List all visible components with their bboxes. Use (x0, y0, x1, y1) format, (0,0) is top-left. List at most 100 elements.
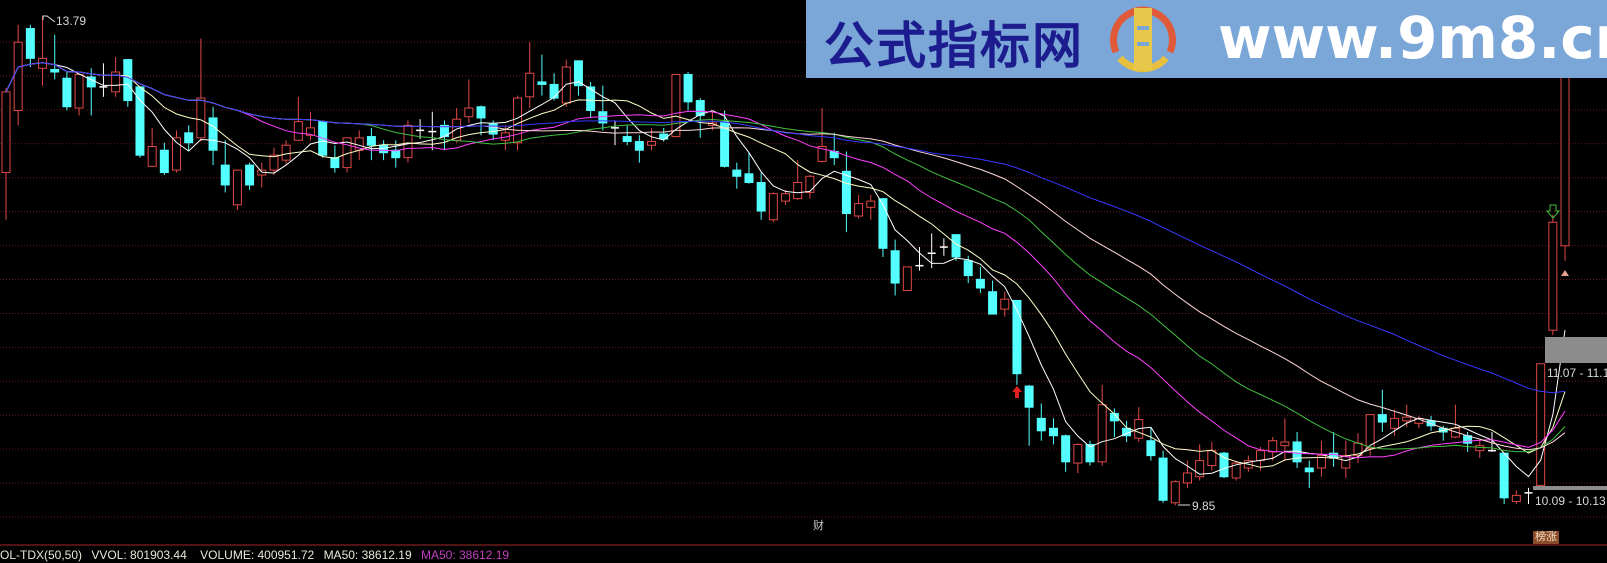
ma50-secondary-value: MA50: 38612.19 (420, 548, 510, 562)
candle (111, 57, 121, 97)
candle (720, 110, 730, 168)
candle (147, 127, 157, 167)
candle-body (184, 132, 194, 144)
candle (1207, 441, 1217, 471)
candle (634, 135, 644, 163)
up-arrow-icon (1012, 386, 1022, 398)
watermark-logo-icon (1110, 6, 1176, 73)
candle (1, 88, 11, 220)
candle-body (403, 124, 413, 159)
candle (1182, 460, 1192, 488)
ma-line (5, 62, 1566, 478)
candle-body (476, 106, 486, 119)
candle-body (1195, 460, 1205, 478)
candle (464, 79, 474, 123)
candle-body (220, 164, 230, 186)
candle-body (878, 198, 888, 249)
candle (732, 162, 742, 189)
ma-line (5, 62, 1566, 451)
candle (488, 120, 498, 141)
candle-body (671, 73, 681, 138)
candle-body (172, 137, 182, 171)
low-price-label: 9.85 (1192, 499, 1216, 513)
range-bottom-bar (1533, 486, 1607, 490)
candle-body (1231, 462, 1241, 479)
candle (1085, 440, 1095, 466)
candle-body (634, 141, 644, 151)
candle (1292, 432, 1302, 469)
candle-body (622, 136, 632, 143)
indicator-name[interactable]: OL-TDX(50,50) (0, 548, 83, 562)
candle (525, 42, 535, 109)
candle-body (1548, 221, 1558, 331)
candle (805, 175, 815, 199)
candle-body (1061, 435, 1071, 463)
ma-line (5, 62, 1566, 453)
candle (1073, 443, 1083, 473)
candle (74, 73, 84, 116)
candle (208, 106, 218, 166)
candle (1524, 487, 1533, 505)
candle-body (1377, 414, 1387, 423)
candle-body (159, 149, 169, 174)
candle (683, 72, 693, 111)
candle-body (1365, 414, 1375, 449)
indicator-status-bar: OL-TDX(50,50) VVOL: 801903.44 VOLUME: 40… (0, 547, 515, 563)
candle (1097, 384, 1107, 466)
candle (416, 119, 425, 140)
candle-body (25, 28, 35, 59)
candle-body (988, 291, 998, 315)
ma-line (5, 62, 1566, 459)
candle (573, 60, 583, 96)
candle-body (196, 97, 206, 139)
high-leader-line (42, 15, 56, 23)
candle (1329, 432, 1339, 467)
candle-body (561, 66, 571, 104)
candle-body (841, 170, 851, 215)
candle (1024, 384, 1034, 446)
candle (975, 266, 985, 293)
candle (245, 162, 255, 190)
candle (1109, 408, 1119, 437)
candle (915, 247, 924, 271)
candle (647, 127, 657, 151)
event-mark-label[interactable]: 财 (813, 520, 824, 532)
candle-body (366, 136, 376, 146)
candle-body (1341, 455, 1351, 469)
candle-body (1256, 450, 1266, 462)
candle-body (391, 149, 401, 159)
candle (927, 233, 936, 269)
candle-body (50, 69, 60, 73)
candle-body (1000, 298, 1010, 310)
candle (1548, 214, 1558, 336)
candle (1353, 433, 1363, 464)
candle-body (1475, 445, 1485, 452)
high-price-label: 13.79 (56, 14, 87, 28)
candle-body (1097, 404, 1107, 463)
range-top-box (1545, 337, 1607, 363)
candle (622, 125, 632, 146)
candle (988, 280, 998, 315)
candle (476, 105, 486, 136)
ma-line (5, 62, 1566, 394)
candle-body (513, 97, 523, 144)
candle-body (975, 278, 985, 289)
candle-body (683, 73, 693, 103)
candle-body (1316, 455, 1326, 469)
vvol-value: VVOL: 801903.44 (91, 548, 187, 562)
candle-body (464, 107, 474, 118)
candle-body (379, 144, 389, 154)
rank-tag[interactable]: 榜涨 (1533, 531, 1559, 544)
candle (62, 72, 72, 111)
candle (1170, 480, 1180, 506)
candle-body (1280, 441, 1290, 447)
candle (781, 189, 791, 205)
triangle-marker-icon (1561, 270, 1569, 276)
candle (513, 95, 523, 151)
candle (1377, 389, 1387, 433)
candle (817, 108, 827, 163)
candle (1195, 444, 1205, 481)
candle-body (111, 71, 121, 93)
candle-body (208, 117, 218, 151)
candle (366, 127, 376, 161)
